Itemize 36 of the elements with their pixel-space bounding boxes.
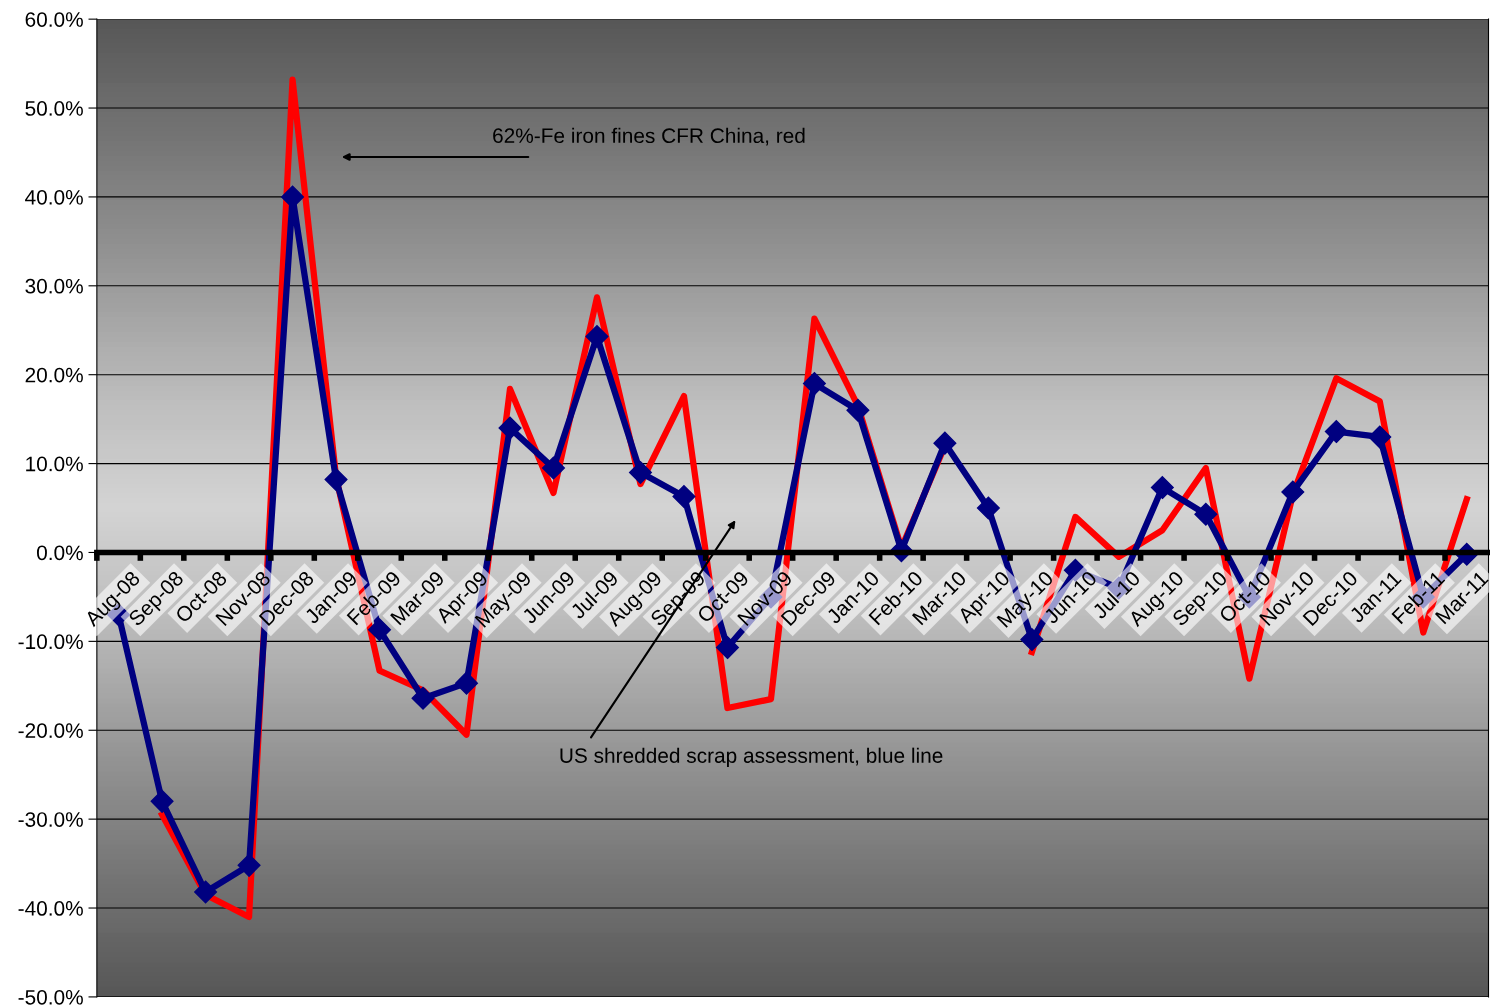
- annotation: US shredded scrap assessment, blue line: [560, 747, 943, 768]
- point: [237, 853, 261, 877]
- point: [324, 468, 348, 492]
- point: [194, 880, 218, 904]
- point: [1150, 476, 1174, 500]
- y-tick-label: 60.0%: [25, 12, 83, 27]
- point: [1281, 480, 1305, 504]
- point: [672, 484, 696, 508]
- point: [802, 372, 826, 396]
- point: [411, 686, 435, 710]
- point: [715, 636, 739, 660]
- point: [628, 460, 652, 484]
- y-tick-label: -50.0%: [18, 989, 83, 1005]
- point: [1020, 628, 1044, 652]
- y-tick-label: 30.0%: [25, 278, 83, 294]
- point: [150, 789, 174, 813]
- point: [585, 324, 609, 348]
- y-tick-label: 20.0%: [25, 367, 83, 383]
- point: [498, 416, 522, 440]
- point: [846, 398, 870, 422]
- y-tick-label: -40.0%: [18, 901, 83, 916]
- y-tick-label: -30.0%: [18, 812, 83, 827]
- y-tick-label: -20.0%: [18, 723, 83, 738]
- y-tick-label: -10.0%: [18, 634, 83, 650]
- point: [541, 456, 565, 480]
- point: [933, 431, 957, 455]
- y-tick-label: 40.0%: [25, 189, 83, 205]
- y-tick-label: 50.0%: [25, 101, 83, 116]
- point: [976, 496, 1000, 520]
- point: [1368, 425, 1392, 449]
- annotation: 62%-Fe iron fines CFR China, red: [493, 127, 805, 146]
- y-tick-label: 10.0%: [26, 456, 83, 472]
- y-tick-label: 0.0%: [36, 545, 83, 561]
- point: [1324, 420, 1348, 444]
- point: [1194, 502, 1218, 526]
- point: [455, 671, 479, 695]
